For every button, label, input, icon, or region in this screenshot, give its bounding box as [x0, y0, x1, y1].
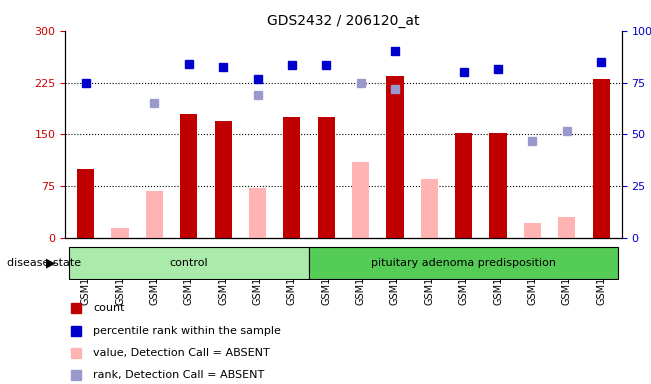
Bar	[249, 188, 266, 238]
Text: rank, Detection Call = ABSENT: rank, Detection Call = ABSENT	[93, 370, 264, 380]
Text: percentile rank within the sample: percentile rank within the sample	[93, 326, 281, 336]
Text: control: control	[169, 258, 208, 268]
Bar	[592, 79, 610, 238]
Bar	[386, 76, 404, 238]
Bar	[421, 179, 438, 238]
Bar	[111, 228, 129, 238]
Bar	[283, 117, 301, 238]
Bar	[455, 133, 472, 238]
Bar	[180, 114, 197, 238]
Text: count: count	[93, 303, 124, 313]
FancyBboxPatch shape	[309, 248, 618, 279]
Bar	[215, 121, 232, 238]
Bar	[352, 162, 369, 238]
Text: pituitary adenoma predisposition: pituitary adenoma predisposition	[371, 258, 556, 268]
Bar	[146, 191, 163, 238]
Bar	[524, 223, 541, 238]
Text: disease state: disease state	[7, 258, 81, 268]
Text: ▶: ▶	[46, 257, 55, 270]
Bar	[558, 217, 575, 238]
Text: value, Detection Call = ABSENT: value, Detection Call = ABSENT	[93, 348, 270, 358]
Bar	[490, 133, 506, 238]
FancyBboxPatch shape	[68, 248, 309, 279]
Bar	[77, 169, 94, 238]
Title: GDS2432 / 206120_at: GDS2432 / 206120_at	[267, 14, 420, 28]
Bar	[318, 117, 335, 238]
